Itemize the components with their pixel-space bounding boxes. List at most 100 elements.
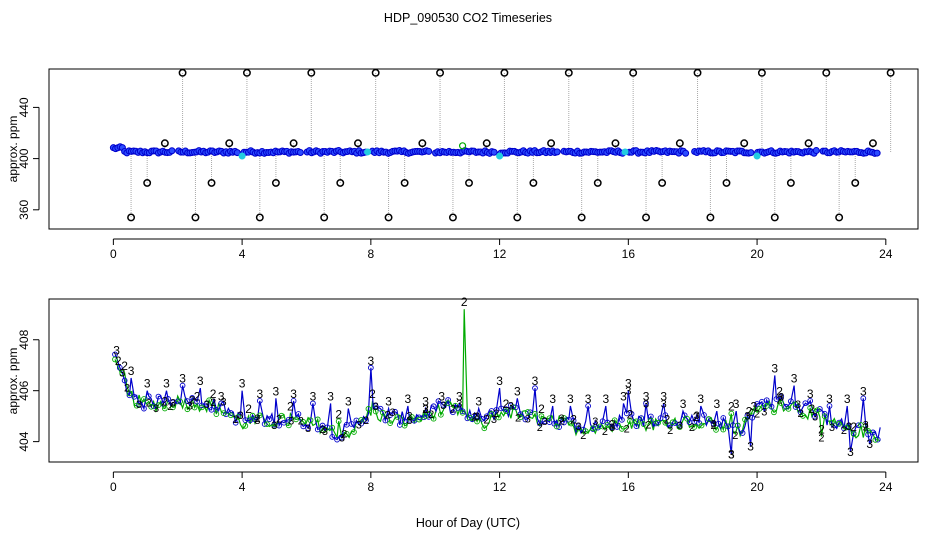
series-3-sym-45: 3 [221, 396, 227, 408]
series-3-point-218 [638, 415, 645, 421]
series-3-point-18 [155, 393, 162, 400]
series-3-label-5: 3 [197, 374, 204, 388]
series-2-sym-203: 2 [602, 426, 608, 438]
flush-point-4 [621, 148, 629, 156]
series-3-sym-311: 3 [863, 420, 869, 432]
calibration-point-23 [500, 68, 509, 77]
series-2-label-1: 2 [121, 359, 128, 373]
series-3-point-280 [788, 398, 794, 405]
series-2-label-3: 2 [194, 389, 201, 403]
series-2-label-6: 2 [287, 400, 294, 414]
series-3-point-130 [425, 414, 432, 420]
series-2-point-135 [438, 411, 444, 418]
series-3-label-13: 3 [345, 395, 352, 409]
series-3-label-35: 3 [733, 397, 740, 411]
series-3-sym-241: 3 [694, 410, 700, 422]
series-2-point-267 [756, 405, 763, 412]
series-3-point-48 [227, 410, 234, 416]
series-2-label-20: 2 [746, 405, 753, 419]
top-x-tick-label-0: 0 [110, 247, 117, 261]
series-2-point-174 [532, 410, 538, 417]
series-2-point-258 [734, 422, 741, 429]
series-2-point-288 [807, 404, 814, 411]
series-3-label-38: 3 [791, 372, 798, 386]
series-3-point-288 [807, 398, 814, 404]
series-3-sym-290: 3 [812, 412, 818, 424]
series-3-point-98 [348, 421, 355, 427]
series-2-point-201 [597, 423, 604, 430]
series-2-point-309 [858, 422, 864, 428]
series-3-dip-label-2: 3 [847, 445, 854, 459]
series-2-point-129 [422, 413, 429, 420]
series-2-label-2: 2 [162, 395, 169, 409]
series-2-sym-158: 2 [493, 408, 499, 420]
bottom-y-tick-label-406: 406 [17, 380, 31, 400]
series-3-sym-52: 3 [237, 410, 243, 422]
series-3-point-270 [763, 397, 770, 404]
calibration-point-31 [629, 68, 638, 77]
calibration-point-3 [178, 68, 187, 77]
series-3-dip-label-3: 3 [866, 437, 873, 451]
series-3-label-26: 3 [585, 392, 592, 406]
series-3-point-32 [189, 395, 196, 401]
series-2-point-228 [662, 419, 669, 426]
calibration-point-35 [693, 68, 702, 77]
series-2-point-171 [524, 409, 531, 415]
series-2-label-22: 2 [808, 402, 815, 416]
series-3-sym-178: 3 [542, 416, 548, 428]
series-2-point-30 [184, 406, 191, 413]
series-2-sym-284: 2 [797, 408, 803, 420]
series-2-point-138 [445, 400, 451, 406]
series-2-sym-302: 2 [841, 425, 847, 437]
calibration-point-16 [384, 213, 393, 222]
series-2-label-0: 2 [115, 354, 122, 368]
series-2-point-162 [503, 408, 509, 414]
series-3-point-152 [479, 415, 485, 422]
series-3-sym-108: 3 [373, 401, 379, 413]
series-2-sym-221: 2 [645, 420, 651, 432]
top-y-tick-label-360: 360 [17, 199, 31, 219]
series-2-sym-248: 2 [711, 420, 717, 432]
series-2-sym-104: 2 [363, 415, 369, 427]
series-3-point-114 [387, 412, 394, 418]
calibration-point-25 [529, 178, 538, 187]
series-3-label-6: 3 [218, 389, 225, 403]
series-3-point-262 [744, 412, 751, 419]
series-2-point-231 [669, 419, 676, 426]
bottom-x-tick-label-12: 12 [493, 480, 507, 494]
series-3-point-6 [126, 392, 133, 399]
calibration-point-42 [804, 139, 813, 148]
series-2-point-183 [553, 423, 560, 430]
series-2-label-4: 2 [210, 387, 217, 401]
series-3-sym-227: 3 [661, 398, 667, 410]
series-2-point-36 [199, 404, 205, 411]
series-3-label-28: 3 [620, 389, 627, 403]
series-2-label-15: 2 [609, 417, 616, 431]
series-3-point-34 [194, 398, 200, 405]
series-2-point-243 [698, 422, 705, 429]
series-2-label-23: 2 [818, 423, 825, 437]
top-y-tick-label-440: 440 [17, 97, 31, 117]
calibration-point-40 [770, 213, 779, 222]
series-2-point-222 [648, 417, 654, 424]
calibration-point-10 [289, 139, 298, 148]
series-3-sym-80: 3 [305, 423, 311, 435]
series-2-sym-257: 2 [732, 430, 738, 442]
top-y-axis: 360 400 440 [17, 97, 40, 220]
bottom-x-tick-label-4: 4 [239, 480, 246, 494]
series-2-point-273 [771, 409, 777, 416]
series-2-point-9 [133, 402, 140, 409]
series-3-point-220 [643, 400, 649, 407]
series-3-sym-262: 3 [744, 411, 750, 423]
series-2-label-14: 2 [570, 412, 577, 426]
series-3-label-8: 3 [256, 387, 263, 401]
series-2-point-168 [517, 414, 524, 420]
series-3-point-316 [874, 436, 881, 443]
series-3-point-86 [319, 422, 326, 429]
series-2-point-63 [264, 421, 270, 428]
series-3-sym-136: 3 [440, 400, 446, 412]
bottom-x-tick-label-8: 8 [368, 480, 375, 494]
series-3-point-106 [368, 364, 374, 371]
